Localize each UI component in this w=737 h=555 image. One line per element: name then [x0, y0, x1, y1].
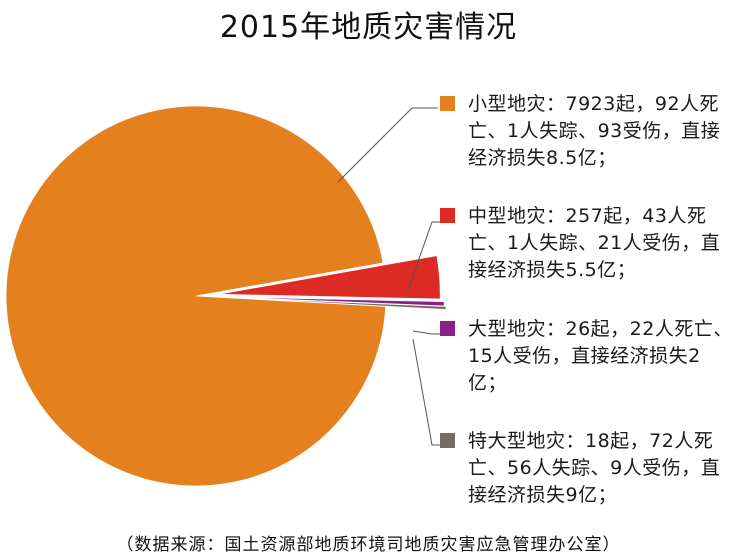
legend-swatch-small — [440, 96, 455, 111]
legend-label-xlarge: 特大型地灾：18起，72人死亡、56人失踪、9人受伤，直接经济损失9亿； — [468, 430, 721, 506]
chart-title: 2015年地质灾害情况 — [219, 10, 518, 45]
slice-medium — [217, 255, 441, 300]
slice-large — [221, 296, 445, 307]
legend-swatch-medium — [440, 208, 455, 223]
leader-line-small — [337, 107, 438, 183]
leader-line-medium — [407, 221, 440, 291]
legend-label-small: 小型地灾：7923起，92人死亡、1人失踪、93受伤，直接经济损失8.5亿； — [468, 93, 721, 169]
legend-swatch-xlarge — [440, 433, 455, 448]
data-source-note: （数据来源：国土资源部地质环境司地质灾害应急管理办公室） — [116, 535, 621, 555]
leader-line-large — [412, 330, 440, 335]
legend-label-large: 大型地灾：26起，22人死亡、15人受伤，直接经济损失2亿； — [468, 318, 733, 394]
leader-line-xlarge — [412, 338, 440, 446]
slice-small — [5, 105, 387, 487]
legend-swatch-large — [440, 321, 455, 336]
legend-label-medium: 中型地灾：257起，43人死亡、1人失踪、21人受伤，直接经济损失5.5亿； — [468, 205, 721, 281]
